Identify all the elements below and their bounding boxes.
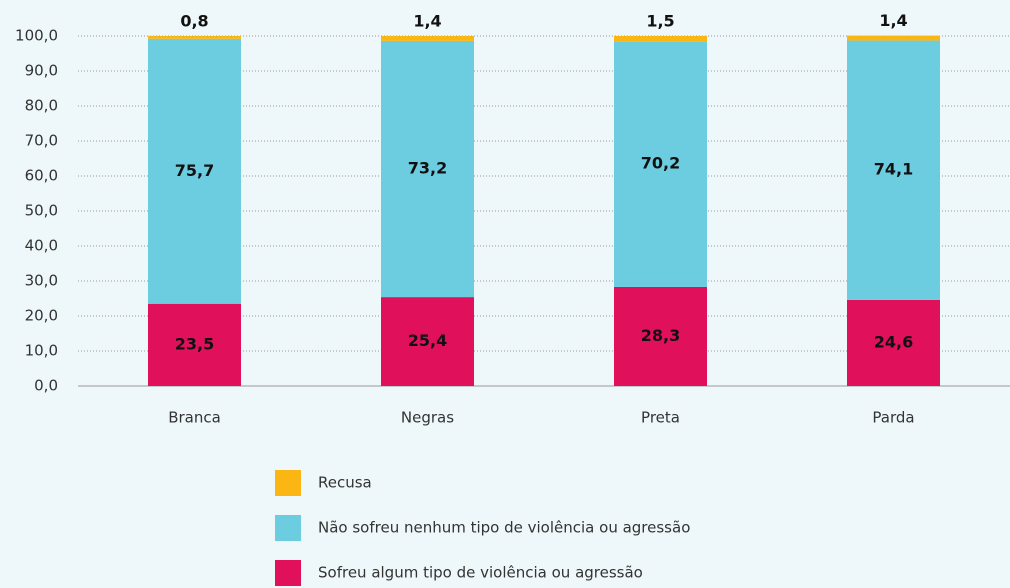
data-label: 1,4: [413, 12, 441, 31]
y-tick-label: 20,0: [25, 307, 58, 325]
legend-swatch: [275, 470, 301, 496]
y-tick-label: 60,0: [25, 167, 58, 185]
bar-segment: [381, 36, 474, 41]
y-tick-label: 90,0: [25, 62, 58, 80]
data-label: 0,8: [180, 12, 208, 31]
legend-swatch: [275, 515, 301, 541]
data-label: 73,2: [408, 159, 447, 178]
y-tick-label: 40,0: [25, 237, 58, 255]
y-tick-label: 80,0: [25, 97, 58, 115]
data-label: 74,1: [874, 160, 913, 179]
legend-label: Não sofreu nenhum tipo de violência ou a…: [318, 519, 690, 537]
y-tick-label: 50,0: [25, 202, 58, 220]
data-label: 70,2: [641, 154, 680, 173]
data-label: 1,4: [879, 11, 907, 30]
bar-segment: [847, 40, 940, 300]
data-label: 25,4: [408, 331, 447, 350]
x-tick-label: Negras: [401, 409, 454, 427]
x-tick-label: Preta: [641, 409, 680, 427]
bar-segment: [148, 36, 241, 39]
y-tick-label: 10,0: [25, 342, 58, 360]
bar-segment: [148, 303, 241, 386]
bar-segment: [614, 41, 707, 287]
data-label: 24,6: [874, 332, 913, 351]
data-label: 75,7: [175, 161, 214, 180]
bar-segment: [847, 35, 940, 41]
legend-label: Sofreu algum tipo de violência ou agress…: [318, 564, 643, 582]
legend-swatch: [275, 560, 301, 586]
x-tick-label: Parda: [872, 409, 914, 427]
bar-segment: [614, 36, 707, 42]
bar-segment: [614, 286, 707, 386]
bar-segment: [381, 40, 474, 298]
data-label: 28,3: [641, 326, 680, 345]
bar-segment: [381, 297, 474, 386]
y-tick-label: 100,0: [15, 27, 58, 45]
legend-label: Recusa: [318, 474, 372, 492]
data-label: 23,5: [175, 334, 214, 353]
y-tick-label: 70,0: [25, 132, 58, 150]
bar-segment: [148, 38, 241, 304]
x-tick-label: Branca: [168, 409, 221, 427]
y-tick-label: 30,0: [25, 272, 58, 290]
data-label: 1,5: [646, 12, 674, 31]
y-tick-label: 0,0: [34, 377, 58, 395]
bar-segment: [847, 299, 940, 386]
